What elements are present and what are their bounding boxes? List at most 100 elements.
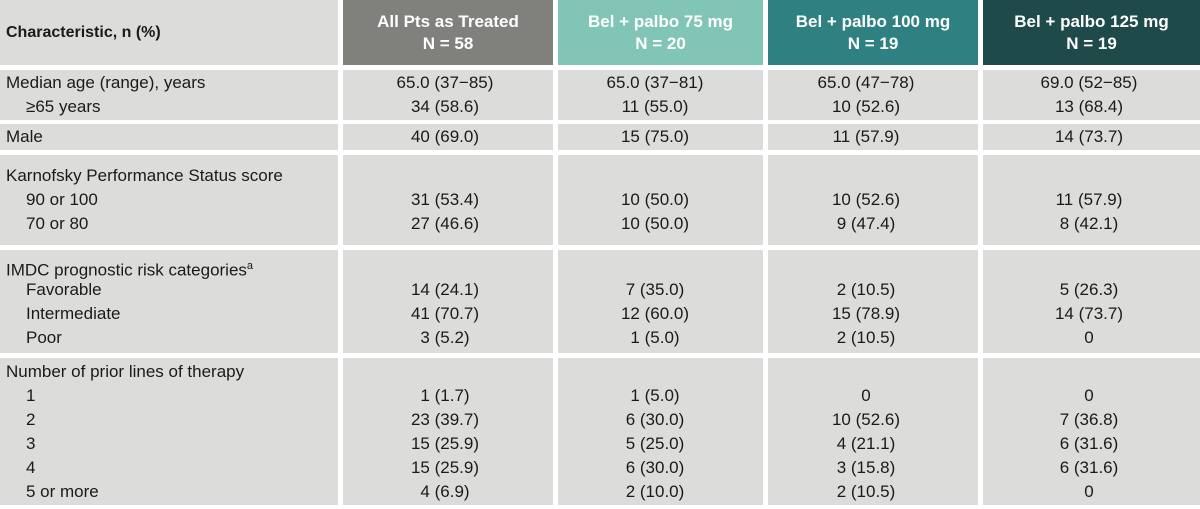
cell-bg bbox=[343, 358, 553, 505]
cell-value: 5 (25.0) bbox=[625, 433, 685, 453]
label-text: Poor bbox=[26, 327, 62, 347]
cell-value: 15 (78.9) bbox=[831, 303, 901, 323]
cell-value: 31 (53.4) bbox=[410, 190, 480, 209]
cell-value: 2 (10.5) bbox=[836, 481, 896, 501]
cell-bg bbox=[0, 250, 338, 353]
cell-value: 6 (31.6) bbox=[1059, 457, 1119, 477]
cell-value: 69.0 (52−85) bbox=[1040, 73, 1138, 92]
header-cell: All Pts as Treated N = 58 bbox=[343, 0, 553, 65]
row-label: ≥65 years bbox=[26, 95, 101, 119]
cell-bg bbox=[983, 250, 1200, 353]
label-text: Median age (range), years bbox=[6, 73, 206, 92]
cell-value: 40 (69.0) bbox=[410, 127, 480, 146]
row: Male 40 (69.0) 15 (75.0) 11 (57.9) 14 (73.7) bbox=[0, 125, 1200, 149]
row-label: Male bbox=[6, 125, 43, 149]
label-text: Favorable bbox=[26, 279, 102, 299]
cell-bg bbox=[768, 358, 978, 505]
row-label: 2 bbox=[26, 408, 35, 432]
row-label: 1 bbox=[26, 384, 35, 408]
row-label: Karnofsky Performance Status score bbox=[6, 164, 283, 188]
header-text: Characteristic, n (%) bbox=[6, 23, 161, 41]
cell-value: 0 bbox=[1084, 385, 1094, 405]
cell-value: 6 (30.0) bbox=[625, 409, 685, 429]
cell-bg bbox=[0, 124, 338, 150]
cell-bg bbox=[343, 70, 553, 120]
cell-value: 1 (5.0) bbox=[630, 385, 680, 405]
cell-value: 10 (50.0) bbox=[620, 190, 690, 209]
cell-value: 3 (5.2) bbox=[420, 327, 470, 347]
cell-value: 8 (42.1) bbox=[1059, 214, 1119, 233]
row: 2 23 (39.7) 6 (30.0) 10 (52.6) 7 (36.8) bbox=[0, 408, 1200, 432]
row: IMDC prognostic risk categoriesa bbox=[0, 254, 1200, 280]
cell-value: 4 (21.1) bbox=[836, 433, 896, 453]
label-text: 3 bbox=[26, 433, 36, 453]
row: 4 15 (25.9) 6 (30.0) 3 (15.8) 6 (31.6) bbox=[0, 456, 1200, 480]
header-n: N = 19 bbox=[1066, 33, 1117, 53]
cell-value: 13 (68.4) bbox=[1054, 97, 1124, 116]
cell-value: 65.0 (37−85) bbox=[396, 73, 494, 92]
cell-value: 27 (46.6) bbox=[410, 214, 480, 233]
cell-value: 9 (47.4) bbox=[836, 214, 896, 233]
row: Karnofsky Performance Status score bbox=[0, 164, 1200, 188]
row-label: IMDC prognostic risk categoriesa bbox=[6, 254, 253, 283]
cell-value: 2 (10.5) bbox=[836, 327, 896, 347]
cell-bg bbox=[0, 155, 338, 245]
row-label: 90 or 100 bbox=[26, 188, 98, 212]
cell-bg bbox=[343, 250, 553, 353]
label-text: ≥65 years bbox=[26, 97, 101, 116]
label-text: 90 or 100 bbox=[26, 190, 98, 209]
cell-value: 15 (25.9) bbox=[410, 457, 480, 477]
header-n: N = 19 bbox=[847, 33, 899, 53]
cell-value: 3 (15.8) bbox=[836, 457, 896, 477]
cell-bg bbox=[558, 70, 763, 120]
cell-value: 10 (52.6) bbox=[831, 97, 901, 116]
header-n: N = 20 bbox=[635, 33, 686, 53]
cell-value: 14 (24.1) bbox=[410, 279, 480, 299]
row-label: 4 bbox=[26, 456, 35, 480]
row: 1 1 (1.7) 1 (5.0) 0 0 bbox=[0, 384, 1200, 408]
cell-bg bbox=[983, 70, 1200, 120]
cell-value: 65.0 (47−78) bbox=[817, 73, 915, 92]
row-label: Median age (range), years bbox=[6, 71, 205, 95]
label-text: 70 or 80 bbox=[26, 214, 89, 233]
header-n: N = 58 bbox=[422, 33, 474, 53]
cell-bg bbox=[0, 358, 338, 505]
cell-bg bbox=[558, 124, 763, 150]
row-label: 70 or 80 bbox=[26, 212, 88, 236]
cell-bg bbox=[558, 155, 763, 245]
row: 90 or 100 31 (53.4) 10 (50.0) 10 (52.6) 11 (… bbox=[0, 188, 1200, 212]
cell-value: 7 (35.0) bbox=[625, 279, 685, 299]
cell-value: 6 (30.0) bbox=[625, 457, 685, 477]
cell-value: 11 (55.0) bbox=[621, 97, 689, 116]
cell-value: 65.0 (37−81) bbox=[606, 73, 704, 92]
cell-value: 11 (57.9) bbox=[1055, 190, 1123, 209]
header-cell: Bel + palbo 100 mg N = 19 bbox=[768, 0, 978, 65]
cell-value: 15 (25.9) bbox=[410, 433, 480, 453]
cell-value: 7 (36.8) bbox=[1059, 409, 1119, 429]
cell-value: 41 (70.7) bbox=[410, 303, 480, 323]
cell-value: 14 (73.7) bbox=[1054, 303, 1124, 323]
cell-bg bbox=[768, 250, 978, 353]
cell-value: 2 (10.5) bbox=[836, 279, 896, 299]
cell-bg bbox=[768, 70, 978, 120]
cell-bg bbox=[983, 155, 1200, 245]
row-label: Intermediate bbox=[26, 302, 121, 326]
row-label: 5 or more bbox=[26, 480, 99, 504]
cell-value: 14 (73.7) bbox=[1054, 127, 1124, 146]
header-cell: Bel + palbo 75 mg N = 20 bbox=[558, 0, 763, 65]
header-title: Bel + palbo 100 mg bbox=[795, 11, 951, 31]
cell-bg bbox=[558, 358, 763, 505]
row-group: Karnofsky Performance Status score 90 or … bbox=[0, 155, 1200, 245]
row-group: Male 40 (69.0) 15 (75.0) 11 (57.9) 14 (73.7) bbox=[0, 124, 1200, 150]
header-title: Bel + palbo 75 mg bbox=[587, 11, 733, 31]
cell-value: 6 (31.6) bbox=[1059, 433, 1119, 453]
label-text: Intermediate bbox=[26, 303, 121, 323]
cell-value: 2 (10.0) bbox=[625, 481, 685, 501]
cell-value: 15 (75.0) bbox=[620, 127, 690, 146]
header-cell: Characteristic, n (%) bbox=[0, 0, 338, 65]
footnote-marker: a bbox=[246, 259, 254, 272]
cell-value: 10 (52.6) bbox=[831, 190, 901, 209]
row-label: Poor bbox=[26, 326, 62, 350]
label-text: 5 or more bbox=[26, 481, 99, 501]
